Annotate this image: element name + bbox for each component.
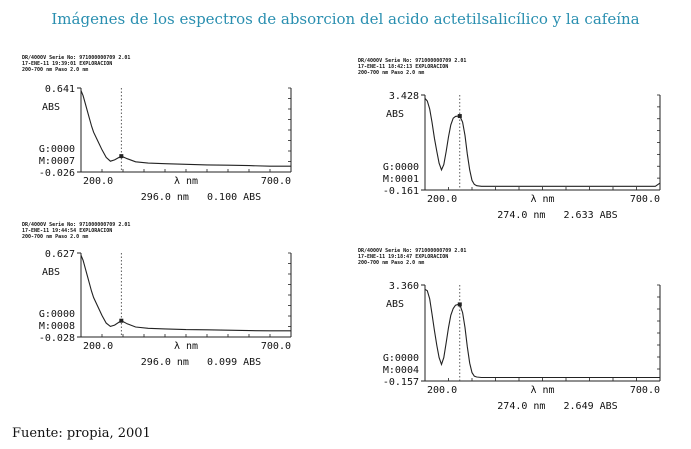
header-line: 200-700 nm Paso 2.0 nm bbox=[358, 260, 425, 266]
y-min-label: -0.026 bbox=[39, 168, 75, 179]
spectrum-series-line bbox=[424, 288, 660, 379]
y-max-label: 0.627 bbox=[45, 249, 75, 260]
y-min-label: -0.028 bbox=[39, 333, 75, 344]
header-line: DR/4000V Serie No: 971000000709 2.01 bbox=[22, 55, 131, 61]
x-end-label: 700.0 bbox=[630, 385, 660, 396]
spectrum-header: DR/4000V Serie No: 971000000709 2.01 17-E… bbox=[22, 55, 130, 73]
spectrum-header: DR/4000V Serie No: 971000000709 2.01 17-E… bbox=[358, 248, 466, 266]
header-line: 17-ENE-11 19:44:54 EXPLORACION bbox=[22, 228, 113, 234]
cursor-marker bbox=[119, 154, 124, 159]
spectrum-series-line bbox=[80, 90, 291, 167]
x-end-label: 700.0 bbox=[261, 341, 291, 352]
y-min-label: -0.161 bbox=[383, 186, 419, 197]
source-caption: Fuente: propia, 2001 bbox=[12, 426, 151, 441]
m-label: M:0007 bbox=[39, 156, 75, 167]
header-line: DR/4000V Serie No: 971000000709 2.01 bbox=[22, 222, 131, 228]
spectrum-header: DR/4000V Serie No: 971000000709 2.01 17-E… bbox=[22, 222, 130, 240]
y-unit-label: ABS bbox=[42, 102, 60, 113]
cursor-readout: 274.0 nm 2.649 ABS bbox=[497, 401, 617, 412]
spectrum-series-line bbox=[80, 254, 291, 332]
spectrum-header: DR/4000V Serie No: 971000000709 2.01 17-E… bbox=[358, 58, 466, 76]
cursor-readout: 296.0 nm 0.099 ABS bbox=[141, 357, 261, 368]
header-line: 200-700 nm Paso 2.0 nm bbox=[358, 70, 425, 76]
cursor-readout: 274.0 nm 2.633 ABS bbox=[497, 210, 617, 221]
header-line: 17-ENE-11 19:18:47 EXPLORACION bbox=[358, 254, 449, 260]
g-label: G:0000 bbox=[383, 353, 419, 364]
header-line: 200-700 nm Paso 2.0 nm bbox=[22, 67, 89, 73]
m-label: M:0001 bbox=[383, 174, 419, 185]
x-start-label: 200.0 bbox=[427, 194, 457, 205]
x-start-label: 200.0 bbox=[83, 176, 113, 187]
cursor-marker bbox=[119, 318, 124, 323]
header-line: 200-700 nm Paso 2.0 nm bbox=[22, 234, 89, 240]
cursor-readout: 296.0 nm 0.100 ABS bbox=[141, 192, 261, 203]
x-axis-label: λ nm bbox=[174, 176, 198, 187]
cursor-marker bbox=[457, 114, 462, 119]
x-end-label: 700.0 bbox=[261, 176, 291, 187]
x-start-label: 200.0 bbox=[83, 341, 113, 352]
m-label: M:0008 bbox=[39, 321, 75, 332]
x-axis-label: λ nm bbox=[530, 194, 554, 205]
spectrum-series-line bbox=[424, 98, 661, 187]
header-line: DR/4000V Serie No: 971000000709 2.01 bbox=[358, 58, 467, 64]
g-label: G:0000 bbox=[383, 162, 419, 173]
m-label: M:0004 bbox=[383, 365, 419, 376]
y-max-label: 0.641 bbox=[45, 84, 75, 95]
x-axis-label: λ nm bbox=[174, 341, 198, 352]
y-min-label: -0.157 bbox=[383, 377, 419, 388]
g-label: G:0000 bbox=[39, 144, 75, 155]
y-unit-label: ABS bbox=[42, 267, 60, 278]
y-max-label: 3.360 bbox=[389, 281, 419, 292]
header-line: 17-ENE-11 18:42:13 EXPLORACION bbox=[358, 64, 449, 70]
x-end-label: 700.0 bbox=[630, 194, 660, 205]
header-line: DR/4000V Serie No: 971000000709 2.01 bbox=[358, 248, 467, 254]
x-start-label: 200.0 bbox=[427, 385, 457, 396]
x-axis-label: λ nm bbox=[530, 385, 554, 396]
g-label: G:0000 bbox=[39, 309, 75, 320]
y-unit-label: ABS bbox=[386, 109, 404, 120]
y-max-label: 3.428 bbox=[389, 91, 419, 102]
y-unit-label: ABS bbox=[386, 299, 404, 310]
page-title: Imágenes de los espectros de absorcion d… bbox=[51, 10, 640, 28]
cursor-marker bbox=[457, 302, 462, 307]
header-line: 17-ENE-11 19:39:01 EXPLORACION bbox=[22, 61, 113, 67]
